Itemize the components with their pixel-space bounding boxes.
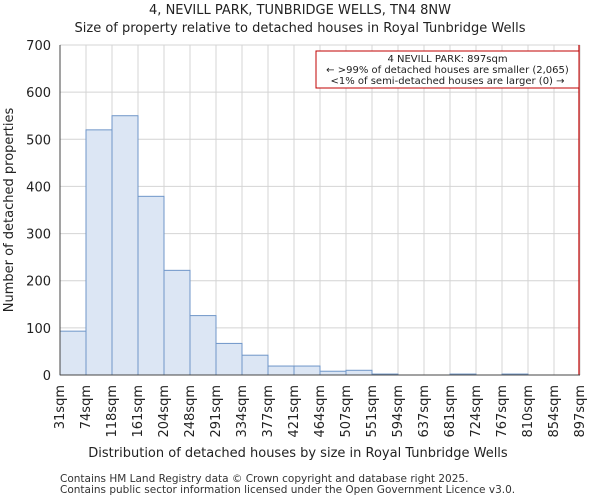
- y-tick-labels: 0 100 200 300 400 500 600 700: [26, 39, 51, 384]
- bar: [345, 369, 373, 376]
- x-tick-label: 464sqm: [313, 385, 328, 438]
- x-tick-label: 681sqm: [443, 385, 458, 438]
- bar: [241, 354, 269, 376]
- bar: [215, 342, 243, 376]
- x-tick-label: 161sqm: [131, 385, 146, 438]
- annotation-box: 4 NEVILL PARK: 897sqm ← >99% of detached…: [315, 50, 580, 89]
- bar: [189, 315, 217, 376]
- x-tick-label: 767sqm: [495, 385, 510, 438]
- y-tick-label: 200: [26, 275, 51, 290]
- bars: [59, 115, 529, 376]
- annotation-border: [315, 50, 580, 89]
- y-tick-label: 0: [43, 369, 51, 384]
- annotation-line-2: ← >99% of detached houses are smaller (2…: [326, 65, 569, 76]
- x-tick-label: 507sqm: [339, 385, 354, 438]
- x-tick-labels: 31sqm 74sqm 118sqm 161sqm 204sqm 248sqm 291sqm…: [53, 385, 588, 438]
- bar: [59, 330, 87, 376]
- chart: 4, NEVILL PARK, TUNBRIDGE WELLS, TN4 8NW…: [2, 3, 588, 461]
- bar: [137, 195, 165, 376]
- annotation-line-3: <1% of semi-detached houses are larger (…: [330, 76, 564, 87]
- bar: [267, 365, 295, 376]
- x-tick-label: 377sqm: [261, 385, 276, 438]
- bar: [319, 370, 347, 376]
- y-tick-label: 400: [26, 180, 51, 195]
- x-tick-label: 334sqm: [235, 385, 250, 438]
- axes: [59, 45, 580, 376]
- x-tick-label: 74sqm: [79, 385, 94, 429]
- chart-title: 4, NEVILL PARK, TUNBRIDGE WELLS, TN4 8NW: [149, 3, 451, 18]
- bar: [85, 129, 113, 376]
- bar: [163, 269, 191, 376]
- x-tick-label: 291sqm: [209, 385, 224, 438]
- x-tick-label: 854sqm: [547, 385, 562, 438]
- x-tick-label: 31sqm: [53, 385, 68, 429]
- footer-line-2: Contains public sector information licen…: [60, 484, 516, 496]
- y-tick-label: 100: [26, 322, 51, 337]
- annotation-line-1: 4 NEVILL PARK: 897sqm: [387, 54, 507, 65]
- bar: [111, 115, 139, 376]
- x-tick-label: 204sqm: [157, 385, 172, 438]
- x-tick-label: 421sqm: [287, 385, 302, 438]
- y-tick-label: 600: [26, 86, 51, 101]
- x-tick-label: 248sqm: [183, 385, 198, 438]
- y-tick-label: 500: [26, 133, 51, 148]
- footer-line-1: Contains HM Land Registry data © Crown c…: [60, 473, 469, 485]
- x-tick-label: 551sqm: [365, 385, 380, 438]
- bar: [293, 365, 321, 376]
- x-tick-label: 897sqm: [573, 385, 588, 438]
- y-tick-label: 700: [26, 39, 51, 54]
- x-axis-title: Distribution of detached houses by size …: [88, 446, 508, 461]
- x-tick-label: 724sqm: [469, 385, 484, 438]
- x-tick-label: 594sqm: [391, 385, 406, 438]
- y-axis-title: Number of detached properties: [2, 108, 17, 313]
- x-tick-label: 118sqm: [105, 385, 120, 438]
- chart-subtitle: Size of property relative to detached ho…: [75, 21, 526, 36]
- y-tick-label: 300: [26, 228, 51, 243]
- x-tick-label: 637sqm: [417, 385, 432, 438]
- x-tick-label: 810sqm: [521, 385, 536, 438]
